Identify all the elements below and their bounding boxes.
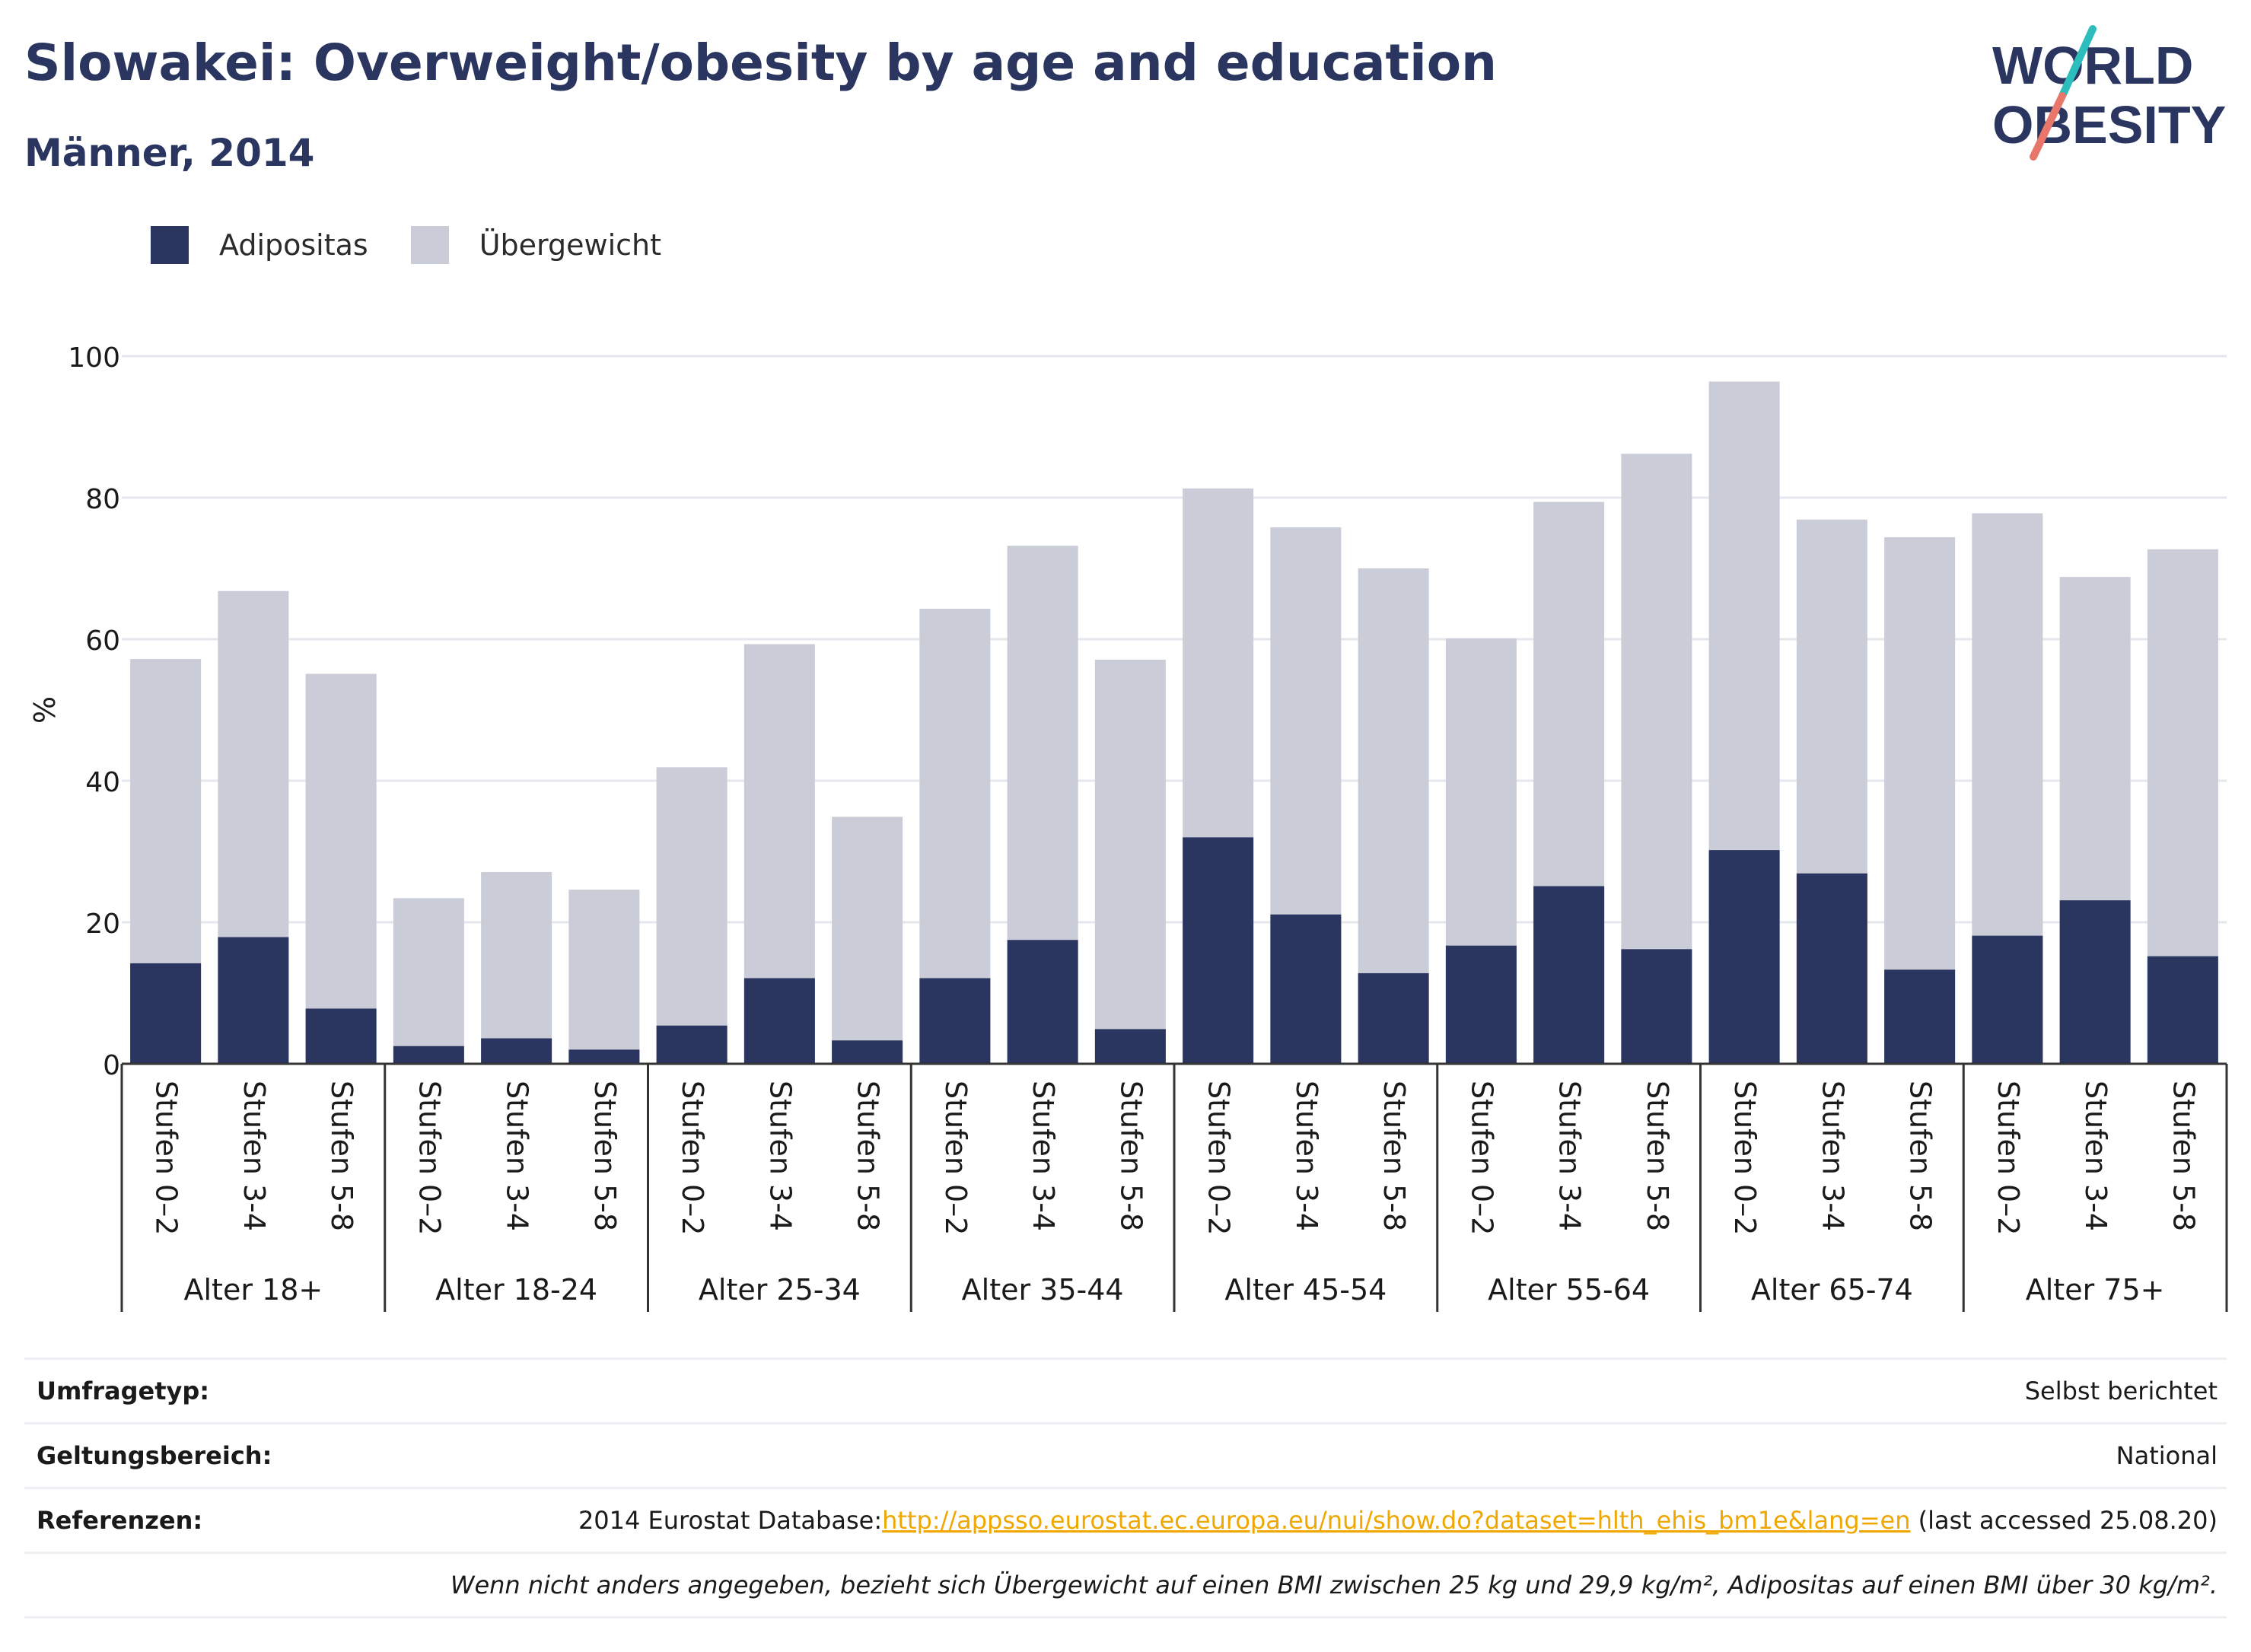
chart-subtitle: Männer, 2014 <box>24 131 315 175</box>
bar-uebergewicht <box>656 767 728 1064</box>
x-tick-label: Stufen 5-8 <box>1904 1081 1937 1231</box>
bar-adipositas <box>1270 914 1342 1064</box>
bar-adipositas <box>568 1049 640 1064</box>
legend-swatch-adipositas <box>151 226 189 264</box>
x-tick-label: Stufen 3-4 <box>1553 1081 1587 1231</box>
meta-row-survey: Umfragetyp: Selbst berichtet <box>24 1358 2227 1422</box>
x-tick-label: Stufen 0–2 <box>1992 1081 2025 1235</box>
bar-adipositas <box>1533 886 1605 1064</box>
reference-prefix: 2014 Eurostat Database: <box>578 1506 883 1535</box>
x-tick-label: Stufen 5-8 <box>1114 1081 1148 1231</box>
x-tick-label: Stufen 0–2 <box>1728 1081 1762 1235</box>
chart-title: Slowakei: Overweight/obesity by age and … <box>24 33 1498 92</box>
x-tick-label: Stufen 3-4 <box>763 1081 797 1231</box>
bar-adipositas <box>1708 850 1780 1064</box>
y-tick-label: 0 <box>103 1050 120 1081</box>
x-tick-label: Stufen 0–2 <box>1202 1081 1236 1235</box>
bar-adipositas <box>2059 900 2131 1064</box>
logo-line1: WORLD <box>1992 36 2193 95</box>
references-value: 2014 Eurostat Database:http://appsso.eur… <box>578 1506 2218 1535</box>
bar-adipositas <box>1884 969 1956 1064</box>
bar-adipositas <box>1094 1029 1166 1064</box>
y-tick-label: 80 <box>85 484 120 515</box>
y-axis-label: % <box>28 696 62 724</box>
x-tick-label: Stufen 5-8 <box>2167 1081 2200 1231</box>
y-tick-label: 40 <box>85 767 120 798</box>
x-tick-label: Stufen 0–2 <box>150 1081 183 1235</box>
reference-link[interactable]: http://appsso.eurostat.ec.europa.eu/nui/… <box>882 1506 1911 1535</box>
scope-label: Geltungsbereich: <box>37 1441 272 1470</box>
bar-uebergewicht <box>305 673 377 1064</box>
bar-uebergewicht <box>1094 659 1166 1064</box>
x-tick-label: Stufen 0–2 <box>1465 1081 1498 1235</box>
survey-type-value: Selbst berichtet <box>2024 1377 2218 1405</box>
group-label: Alter 35-44 <box>962 1273 1124 1307</box>
x-tick-label: Stufen 5-8 <box>588 1081 622 1231</box>
survey-type-label: Umfragetyp: <box>37 1377 210 1405</box>
x-tick-label: Stufen 0–2 <box>412 1081 446 1235</box>
bar-adipositas <box>1007 940 1078 1064</box>
x-tick-label: Stufen 0–2 <box>939 1081 973 1235</box>
bar-adipositas <box>1621 949 1692 1064</box>
bar-adipositas <box>1972 935 2043 1064</box>
legend-label-adipositas: Adipositas <box>219 228 368 262</box>
x-tick-label: Stufen 3-4 <box>1290 1081 1323 1231</box>
references-label: Referenzen: <box>37 1506 203 1535</box>
x-tick-label: Stufen 5-8 <box>852 1081 885 1231</box>
bar-adipositas <box>832 1040 903 1064</box>
group-label: Alter 45-54 <box>1224 1273 1387 1307</box>
y-tick-label: 20 <box>85 909 120 940</box>
bar-adipositas <box>743 978 815 1064</box>
meta-row-scope: Geltungsbereich: National <box>24 1422 2227 1487</box>
y-tick-label: 60 <box>85 625 120 657</box>
x-tick-label: Stufen 3-4 <box>1027 1081 1060 1231</box>
x-tick-label: Stufen 3-4 <box>501 1081 534 1231</box>
bar-chart: 0 20 40 60 80 100% Stufen 0–2 Stufen 3-4 Stufen … <box>28 342 2228 1312</box>
group-label: Alter 65-74 <box>1751 1273 1913 1307</box>
x-tick-label: Stufen 5-8 <box>325 1081 358 1231</box>
bar-adipositas <box>481 1038 552 1064</box>
legend-label-uebergewicht: Übergewicht <box>479 228 661 262</box>
scope-value: National <box>2116 1441 2218 1470</box>
group-label: Alter 55-64 <box>1488 1273 1650 1307</box>
reference-suffix: (last accessed 25.08.20) <box>1910 1506 2218 1535</box>
x-tick-label: Stufen 0–2 <box>676 1081 709 1235</box>
world-obesity-logo: WORLD OBESITY <box>1992 25 2226 161</box>
x-tick-label: Stufen 3-4 <box>2079 1081 2113 1231</box>
bar-adipositas <box>656 1025 728 1064</box>
bar-uebergewicht <box>481 871 552 1064</box>
bar-adipositas <box>2147 956 2218 1064</box>
bar-adipositas <box>1183 837 1254 1064</box>
group-label: Alter 75+ <box>2026 1273 2165 1307</box>
bar-uebergewicht <box>393 898 464 1064</box>
x-tick-label: Stufen 5-8 <box>1641 1081 1674 1231</box>
meta-row-note: Wenn nicht anders angegeben, bezieht sic… <box>24 1552 2227 1619</box>
bar-adipositas <box>1445 945 1517 1064</box>
bar-adipositas <box>130 963 202 1064</box>
bar-adipositas <box>1796 873 1867 1064</box>
legend: Adipositas Übergewicht <box>151 222 704 268</box>
logo-line2: OBESITY <box>1992 95 2226 154</box>
bar-adipositas <box>393 1046 464 1064</box>
legend-item-adipositas: Adipositas <box>151 226 368 264</box>
metadata-table: Umfragetyp: Selbst berichtet Geltungsber… <box>24 1358 2227 1619</box>
group-label: Alter 18-24 <box>435 1273 597 1307</box>
group-label: Alter 18+ <box>184 1273 323 1307</box>
x-tick-label: Stufen 5-8 <box>1377 1081 1411 1231</box>
bar-adipositas <box>1358 972 1429 1064</box>
definition-note: Wenn nicht anders angegeben, bezieht sic… <box>450 1571 2218 1599</box>
bar-uebergewicht <box>832 816 903 1064</box>
y-tick-label: 100 <box>68 342 120 374</box>
x-tick-label: Stufen 3-4 <box>237 1081 271 1231</box>
bar-adipositas <box>218 937 289 1064</box>
group-label: Alter 25-34 <box>699 1273 861 1307</box>
meta-row-references: Referenzen: 2014 Eurostat Database:http:… <box>24 1487 2227 1552</box>
bar-uebergewicht <box>568 890 640 1064</box>
legend-swatch-uebergewicht <box>410 226 449 264</box>
bar-adipositas <box>305 1008 377 1064</box>
x-tick-label: Stufen 3-4 <box>1816 1081 1849 1231</box>
bar-adipositas <box>919 978 991 1064</box>
legend-item-uebergewicht: Übergewicht <box>410 226 661 264</box>
